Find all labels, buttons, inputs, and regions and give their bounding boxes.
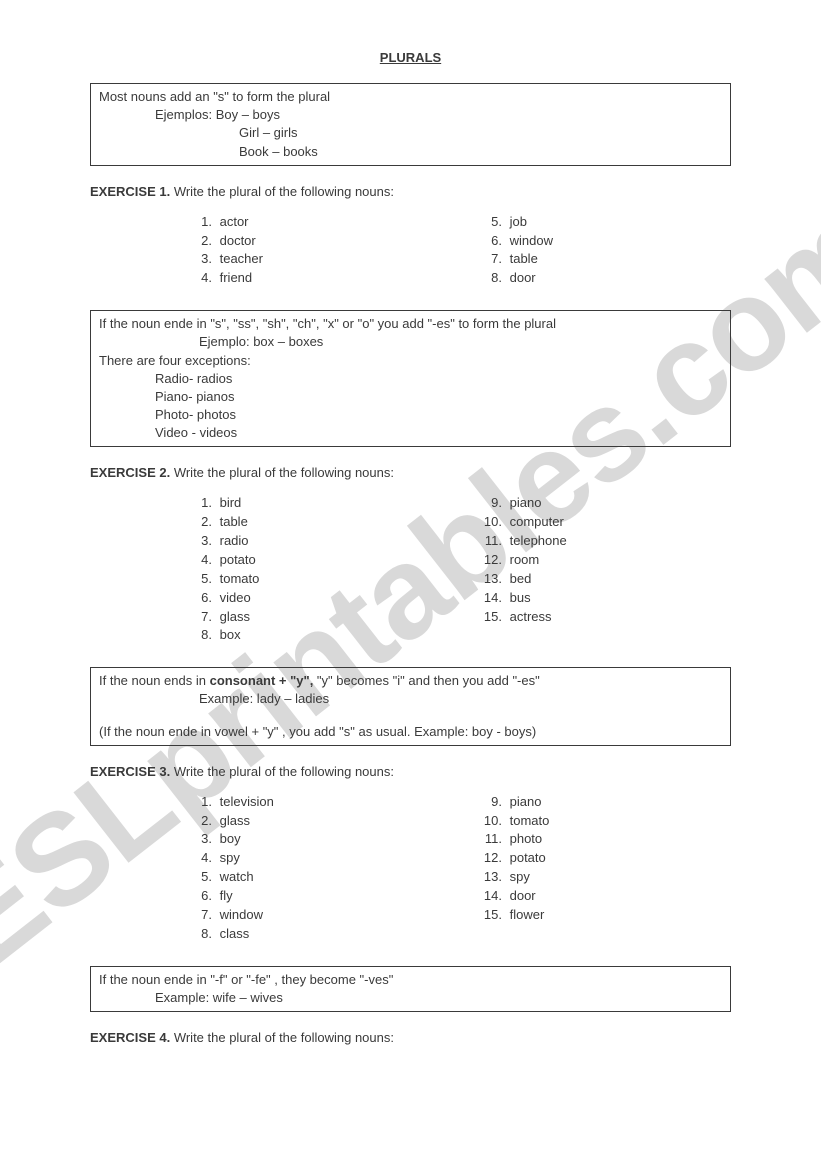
list-item: 15. actress xyxy=(480,608,567,627)
exercise2-list: 1. bird2. table3. radio4. potato5. tomat… xyxy=(90,494,731,645)
exercise1-list: 1. actor2. doctor3. teacher4. friend5. j… xyxy=(90,213,731,288)
list-item: 12. room xyxy=(480,551,567,570)
list-item: 5. watch xyxy=(190,868,480,887)
list-col-b: 9. piano10. tomato11. photo12. potato13.… xyxy=(480,793,549,944)
exercise3-list: 1. television2. glass3. boy4. spy5. watc… xyxy=(90,793,731,944)
list-item: 14. bus xyxy=(480,589,567,608)
exercise3-instr: Write the plural of the following nouns: xyxy=(170,764,394,779)
list-item: 6. window xyxy=(480,232,553,251)
list-item: 5. job xyxy=(480,213,553,232)
exercise4-instr: Write the plural of the following nouns: xyxy=(170,1030,394,1045)
rule3-bold: consonant + "y", xyxy=(210,673,314,688)
list-item: 8. class xyxy=(190,925,480,944)
list-col-a: 1. television2. glass3. boy4. spy5. watc… xyxy=(190,793,480,944)
exercise2-label: EXERCISE 2. xyxy=(90,465,170,480)
rule2-line1: If the noun ende in "s", "ss", "sh", "ch… xyxy=(99,315,722,333)
spacer xyxy=(99,709,722,723)
rule3-pre: If the noun ends in xyxy=(99,673,210,688)
list-item: 12. potato xyxy=(480,849,549,868)
rule4-example: Example: wife – wives xyxy=(99,989,722,1007)
list-item: 15. flower xyxy=(480,906,549,925)
list-item: 3. teacher xyxy=(190,250,480,269)
rule3-line1: If the noun ends in consonant + "y", "y"… xyxy=(99,672,722,690)
list-col-a: 1. actor2. doctor3. teacher4. friend xyxy=(190,213,480,288)
rule-box-3: If the noun ends in consonant + "y", "y"… xyxy=(90,667,731,746)
list-item: 11. telephone xyxy=(480,532,567,551)
exercise1-heading: EXERCISE 1. Write the plural of the foll… xyxy=(90,184,731,199)
list-item: 14. door xyxy=(480,887,549,906)
exercise2-heading: EXERCISE 2. Write the plural of the foll… xyxy=(90,465,731,480)
rule2-exc2: Piano- pianos xyxy=(99,388,722,406)
list-item: 8. box xyxy=(190,626,480,645)
exercise1-label: EXERCISE 1. xyxy=(90,184,170,199)
rule1-example3: Book – books xyxy=(99,143,722,161)
list-item: 2. doctor xyxy=(190,232,480,251)
list-item: 9. piano xyxy=(480,793,549,812)
rule1-example2: Girl – girls xyxy=(99,124,722,142)
list-col-a: 1. bird2. table3. radio4. potato5. tomat… xyxy=(190,494,480,645)
rule3-post: "y" becomes "i" and then you add "-es" xyxy=(313,673,539,688)
rule-box-1: Most nouns add an "s" to form the plural… xyxy=(90,83,731,166)
rule2-line2: There are four exceptions: xyxy=(99,352,722,370)
page-title: PLURALS xyxy=(90,50,731,65)
list-item: 11. photo xyxy=(480,830,549,849)
list-item: 10. computer xyxy=(480,513,567,532)
list-item: 6. video xyxy=(190,589,480,608)
rule2-exc3: Photo- photos xyxy=(99,406,722,424)
exercise3-heading: EXERCISE 3. Write the plural of the foll… xyxy=(90,764,731,779)
page-content: PLURALS Most nouns add an "s" to form th… xyxy=(0,0,821,1079)
list-item: 2. table xyxy=(190,513,480,532)
rule1-line1: Most nouns add an "s" to form the plural xyxy=(99,88,722,106)
list-item: 4. potato xyxy=(190,551,480,570)
list-item: 4. friend xyxy=(190,269,480,288)
list-item: 7. glass xyxy=(190,608,480,627)
list-item: 7. table xyxy=(480,250,553,269)
exercise2-instr: Write the plural of the following nouns: xyxy=(170,465,394,480)
list-col-b: 9. piano10. computer11. telephone12. roo… xyxy=(480,494,567,645)
list-item: 1. actor xyxy=(190,213,480,232)
rule1-example1: Ejemplos: Boy – boys xyxy=(99,106,722,124)
rule-box-4: If the noun ende in "-f" or "-fe" , they… xyxy=(90,966,731,1012)
list-item: 4. spy xyxy=(190,849,480,868)
list-item: 1. television xyxy=(190,793,480,812)
list-item: 3. boy xyxy=(190,830,480,849)
rule2-example: Ejemplo: box – boxes xyxy=(99,333,722,351)
list-item: 8. door xyxy=(480,269,553,288)
list-item: 9. piano xyxy=(480,494,567,513)
rule-box-2: If the noun ende in "s", "ss", "sh", "ch… xyxy=(90,310,731,447)
list-item: 13. bed xyxy=(480,570,567,589)
exercise3-label: EXERCISE 3. xyxy=(90,764,170,779)
exercise1-instr: Write the plural of the following nouns: xyxy=(170,184,394,199)
rule3-note: (If the noun ende in vowel + "y" , you a… xyxy=(99,723,722,741)
list-item: 7. window xyxy=(190,906,480,925)
rule3-example: Example: lady – ladies xyxy=(99,690,722,708)
exercise4-label: EXERCISE 4. xyxy=(90,1030,170,1045)
list-item: 3. radio xyxy=(190,532,480,551)
list-item: 1. bird xyxy=(190,494,480,513)
rule2-exc1: Radio- radios xyxy=(99,370,722,388)
exercise4-heading: EXERCISE 4. Write the plural of the foll… xyxy=(90,1030,731,1045)
list-item: 2. glass xyxy=(190,812,480,831)
list-item: 13. spy xyxy=(480,868,549,887)
list-item: 5. tomato xyxy=(190,570,480,589)
list-col-b: 5. job6. window7. table8. door xyxy=(480,213,553,288)
rule4-line1: If the noun ende in "-f" or "-fe" , they… xyxy=(99,971,722,989)
list-item: 10. tomato xyxy=(480,812,549,831)
list-item: 6. fly xyxy=(190,887,480,906)
rule2-exc4: Video - videos xyxy=(99,424,722,442)
